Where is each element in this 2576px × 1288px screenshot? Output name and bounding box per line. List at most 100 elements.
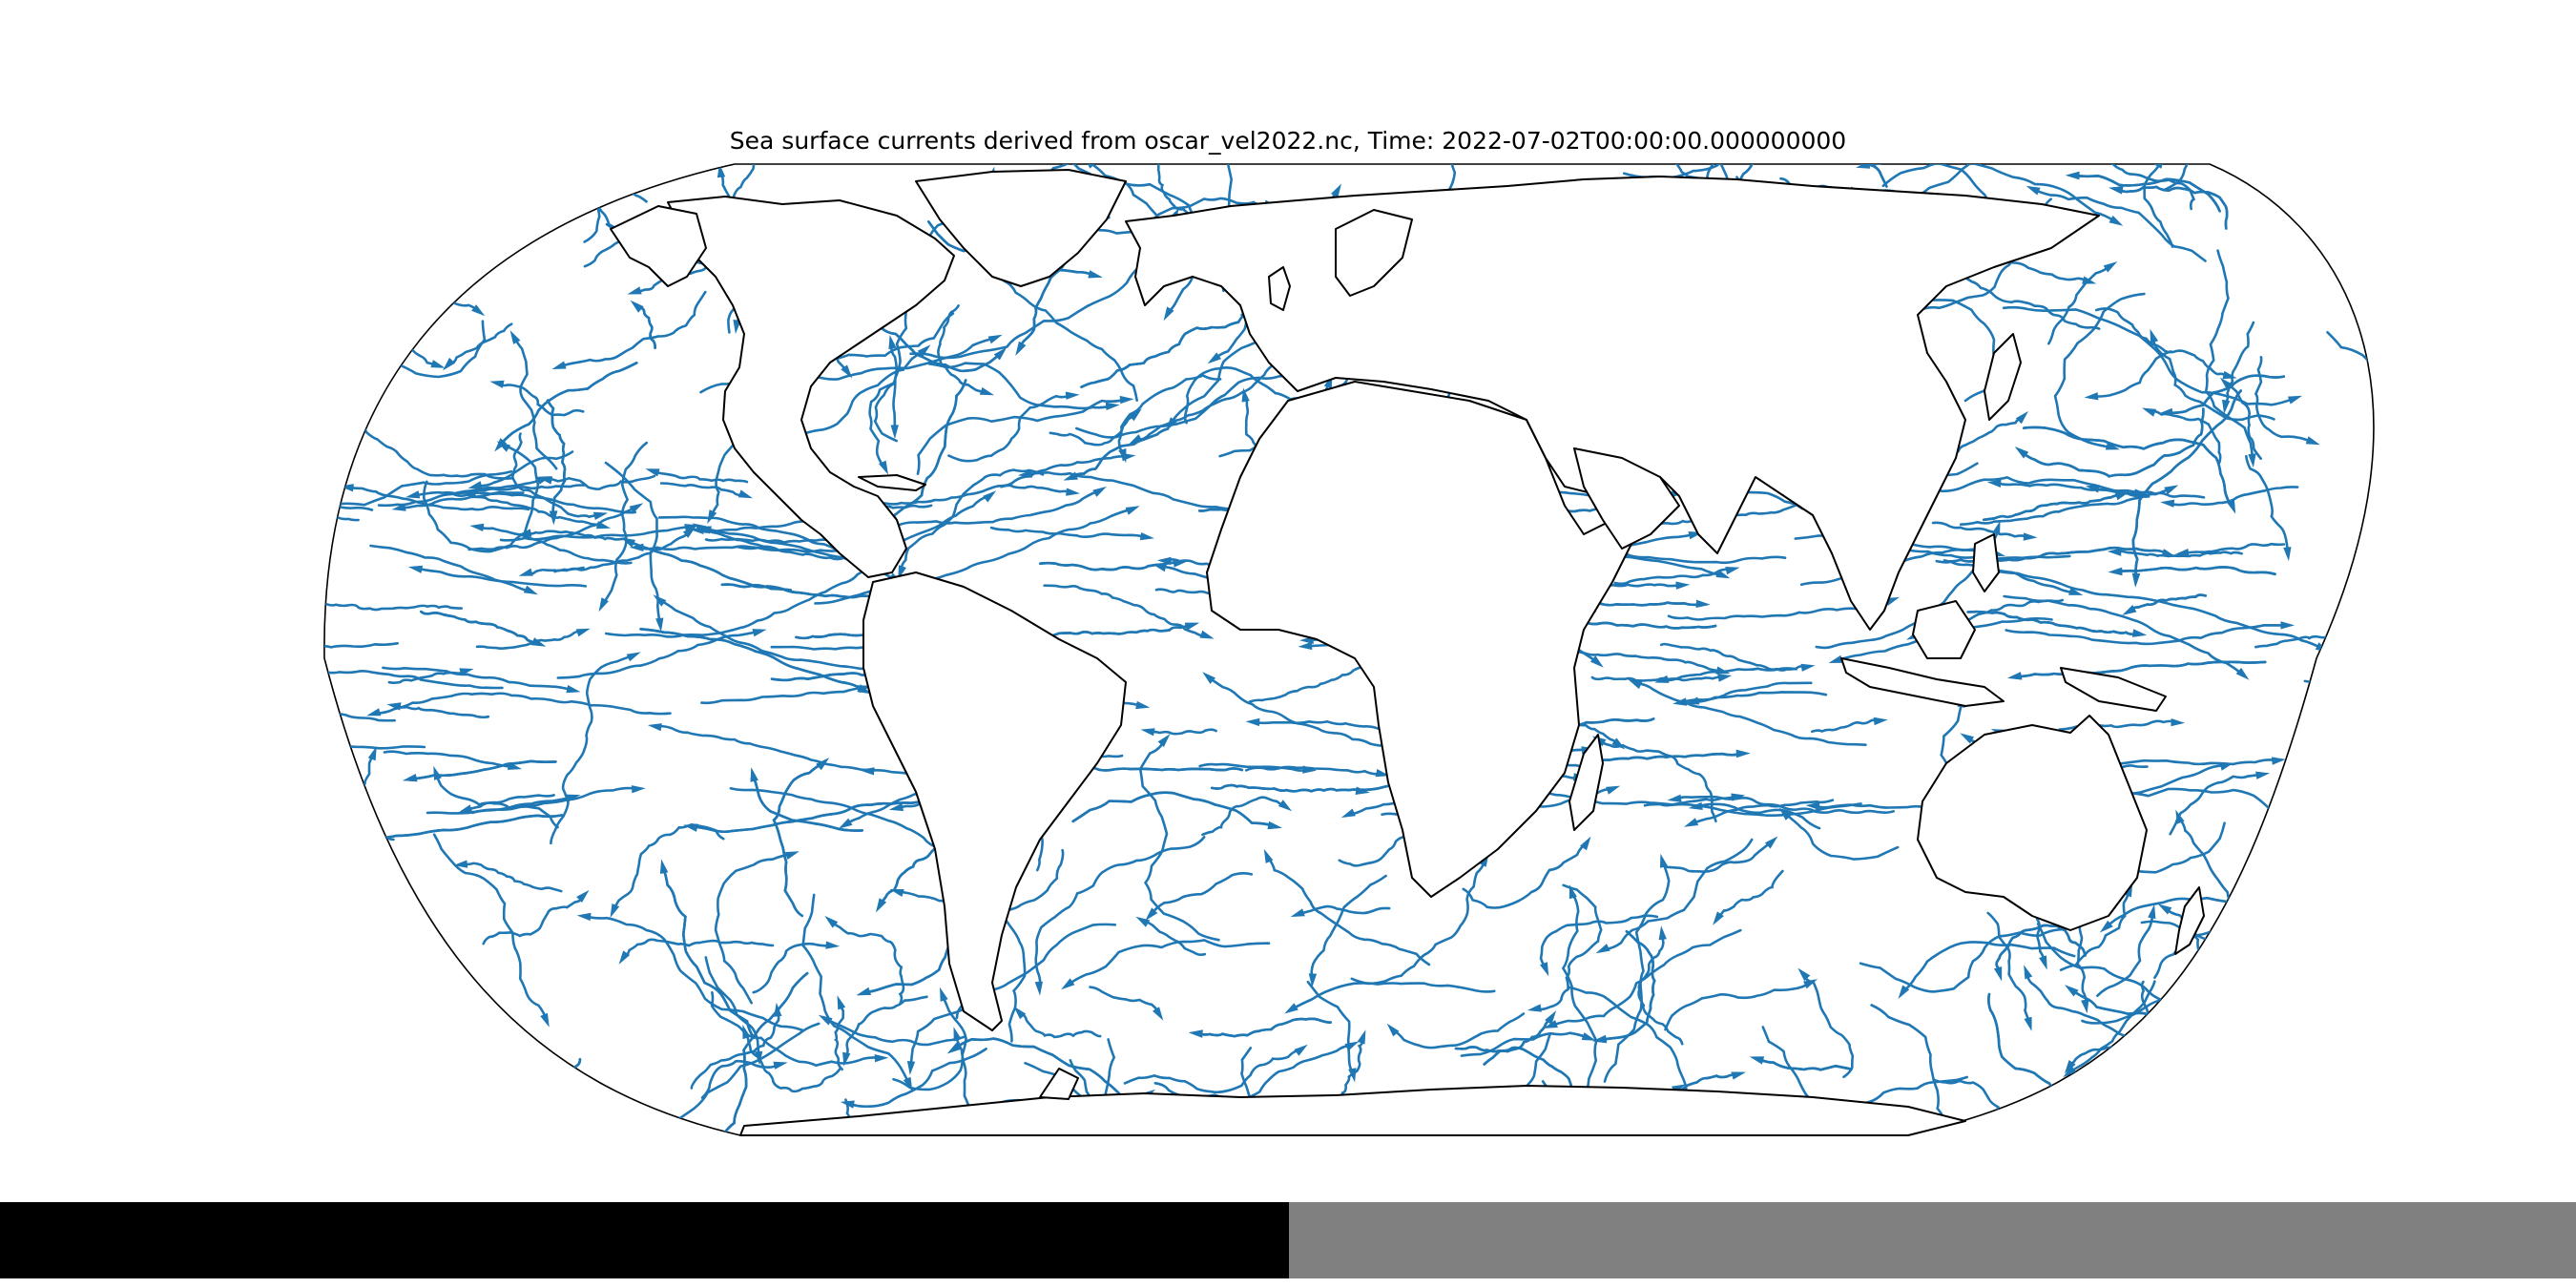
streamline xyxy=(1716,869,1784,920)
streamline-arrowhead xyxy=(206,702,220,710)
streamline xyxy=(909,923,1117,1069)
streamline xyxy=(2014,660,2267,678)
streamline xyxy=(392,1092,508,1130)
streamline-arrowhead xyxy=(325,408,341,420)
streamline xyxy=(2162,164,2325,192)
streamline-arrowhead xyxy=(551,361,567,369)
streamline xyxy=(752,942,833,994)
streamline xyxy=(432,833,548,1021)
streamline-arrowhead xyxy=(2280,939,2289,954)
streamline xyxy=(1859,909,2092,993)
streamline xyxy=(1692,691,1828,704)
streamline xyxy=(1995,924,2087,974)
streamline xyxy=(1195,1017,1332,1038)
streamline xyxy=(1987,992,2120,1135)
streamline-arrowhead xyxy=(722,1167,732,1181)
arabia-coastline xyxy=(1573,447,1680,550)
streamline-arrowhead xyxy=(690,526,704,534)
streamline xyxy=(999,848,1065,912)
streamline xyxy=(710,991,882,1068)
streamline xyxy=(704,537,848,544)
streamline-arrowhead xyxy=(2150,328,2159,343)
streamline xyxy=(1462,841,1588,909)
streamline xyxy=(1507,790,1862,818)
streamline-arrowhead xyxy=(557,29,565,43)
streamline xyxy=(714,852,793,1005)
streamline-arrowhead xyxy=(1715,666,1731,675)
streamline-arrowhead xyxy=(653,594,667,607)
streamline-arrowhead xyxy=(2501,654,2515,662)
streamline xyxy=(504,1095,662,1135)
streamline-arrowhead xyxy=(1298,641,1313,651)
streamline-arrowhead xyxy=(443,357,456,371)
streamline-arrowhead xyxy=(1129,408,1142,422)
streamline-arrowhead xyxy=(752,629,767,637)
streamline xyxy=(1598,738,1717,823)
streamline xyxy=(1460,1031,1589,1057)
streamline xyxy=(1870,1004,1947,1127)
streamline-arrowhead xyxy=(1810,92,1819,106)
streamline xyxy=(873,342,898,443)
streamline xyxy=(335,327,360,426)
colorbar-right-segment xyxy=(1289,1202,2576,1278)
streamline xyxy=(2176,1015,2305,1135)
streamline xyxy=(482,894,585,945)
streamline xyxy=(661,866,756,1040)
streamline-arrowhead xyxy=(323,275,331,290)
streamline xyxy=(1802,972,1855,1079)
streamline xyxy=(1659,642,1808,672)
streamline-arrowhead xyxy=(509,330,521,344)
greenland-coastline xyxy=(915,169,1127,287)
streamline xyxy=(1637,932,1684,1046)
streamline xyxy=(704,956,760,1058)
streamline xyxy=(1652,164,1727,191)
streamline xyxy=(892,993,967,1091)
streamline-arrowhead xyxy=(1498,1151,1506,1165)
streamline-arrowhead xyxy=(874,1054,889,1063)
streamline-arrowhead xyxy=(1667,794,1682,802)
streamline-arrowhead xyxy=(1794,41,1802,55)
streamline xyxy=(947,394,1072,463)
streamline xyxy=(496,382,585,417)
streamline xyxy=(700,1059,781,1099)
streamline xyxy=(2036,923,2190,1006)
streamline xyxy=(2098,758,2279,767)
streamline-arrowhead xyxy=(879,460,888,475)
streamline-arrowhead xyxy=(1595,944,1610,954)
streamline-arrowhead xyxy=(1289,1149,1303,1159)
streamline-arrowhead xyxy=(816,758,829,771)
streamline-arrowhead xyxy=(1685,696,1700,705)
streamline xyxy=(1195,1017,1332,1038)
streamline xyxy=(329,753,375,827)
streamline xyxy=(391,1091,438,1135)
eurasia-coastline xyxy=(1125,176,2100,631)
streamline-arrowhead xyxy=(2222,399,2231,414)
streamline-arrowhead xyxy=(462,1094,478,1103)
streamline-arrowhead xyxy=(500,1122,515,1132)
streamline xyxy=(1590,675,1725,682)
streamline xyxy=(323,639,399,651)
streamline-arrowhead xyxy=(1543,1020,1558,1028)
streamline xyxy=(2166,374,2286,415)
streamline xyxy=(498,362,638,447)
streamline-arrowhead xyxy=(1245,717,1260,727)
streamline xyxy=(511,432,601,519)
streamline xyxy=(1901,941,2076,993)
streamline xyxy=(383,164,469,276)
streamline xyxy=(1534,883,1603,1011)
streamline-arrowhead xyxy=(1119,395,1134,405)
streamline-arrowhead xyxy=(2081,999,2089,1014)
streamline-arrowhead xyxy=(630,300,644,313)
streamline-arrowhead xyxy=(2007,672,2023,680)
streamline-arrowhead xyxy=(754,130,761,144)
streamline-arrowhead xyxy=(2148,904,2156,920)
streamline xyxy=(801,893,911,1085)
streamline-arrowhead xyxy=(2255,771,2271,779)
streamline xyxy=(1000,484,1073,494)
streamline xyxy=(2047,264,2111,345)
streamline-arrowhead xyxy=(501,124,510,138)
streamline-arrowhead xyxy=(1140,728,1155,737)
streamline-arrowhead xyxy=(592,511,609,520)
streamline xyxy=(1598,601,1703,607)
streamline-arrowhead xyxy=(2271,757,2286,765)
